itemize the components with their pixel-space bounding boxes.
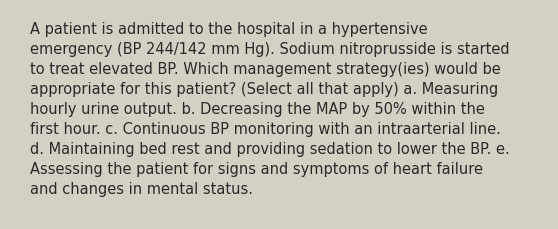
Text: A patient is admitted to the hospital in a hypertensive
emergency (BP 244/142 mm: A patient is admitted to the hospital in… — [30, 22, 510, 196]
